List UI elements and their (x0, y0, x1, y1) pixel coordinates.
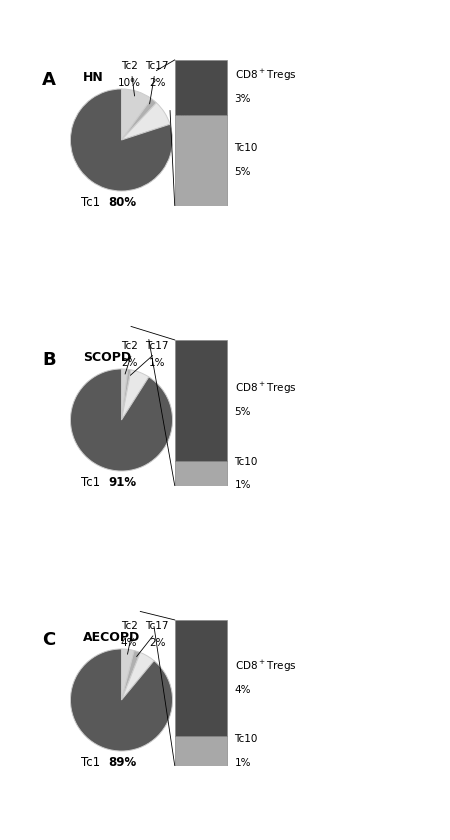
Text: 4%: 4% (234, 685, 251, 695)
Wedge shape (122, 370, 149, 420)
Bar (175, 114, 227, 206)
Text: 2%: 2% (149, 638, 166, 648)
Text: Tc10: Tc10 (234, 144, 258, 154)
Bar (175, 461, 227, 486)
Text: 3%: 3% (234, 94, 251, 104)
Text: Tc2: Tc2 (121, 61, 138, 71)
Text: 4%: 4% (121, 638, 137, 648)
Bar (175, 340, 227, 461)
Text: 2%: 2% (121, 358, 137, 368)
Text: Tc2: Tc2 (121, 621, 138, 631)
Wedge shape (71, 649, 172, 751)
Wedge shape (122, 649, 134, 700)
Bar (175, 60, 227, 114)
Text: Tc1: Tc1 (81, 197, 104, 209)
Text: 5%: 5% (234, 166, 251, 176)
Wedge shape (122, 89, 152, 140)
Text: CD8$^+$Tregs: CD8$^+$Tregs (234, 68, 296, 83)
Bar (175, 737, 227, 765)
Text: 1%: 1% (149, 358, 166, 368)
Text: 91%: 91% (109, 476, 137, 490)
Text: 2%: 2% (149, 78, 166, 87)
Text: A: A (42, 71, 56, 89)
Text: SCOPD: SCOPD (83, 351, 131, 364)
Text: Tc17: Tc17 (145, 341, 169, 351)
Wedge shape (122, 369, 128, 420)
Wedge shape (122, 650, 140, 700)
Wedge shape (122, 370, 131, 420)
Wedge shape (71, 369, 172, 471)
Text: Tc17: Tc17 (145, 61, 169, 71)
Text: 10%: 10% (117, 78, 141, 87)
Text: 5%: 5% (175, 660, 193, 670)
Text: 5%: 5% (234, 407, 251, 417)
Text: 89%: 89% (109, 756, 137, 769)
Text: 1%: 1% (234, 758, 251, 768)
Text: CD8$^+$Tregs: CD8$^+$Tregs (234, 381, 296, 396)
Text: Tc10: Tc10 (234, 734, 258, 744)
Text: AECOPD: AECOPD (83, 631, 140, 644)
Text: Tc1: Tc1 (81, 756, 104, 769)
Text: CD8$^+$Tregs: CD8$^+$Tregs (234, 659, 296, 674)
Text: Tc1: Tc1 (81, 476, 104, 490)
Text: Tc2: Tc2 (121, 341, 138, 351)
Text: 8%: 8% (175, 114, 193, 124)
Wedge shape (71, 89, 172, 191)
Text: 6%: 6% (175, 377, 193, 387)
Text: 1%: 1% (234, 480, 251, 490)
Text: HN: HN (83, 71, 104, 84)
Text: Tc10: Tc10 (234, 457, 258, 467)
Wedge shape (122, 102, 170, 140)
Text: Tc17: Tc17 (145, 621, 169, 631)
Bar (175, 620, 227, 737)
Wedge shape (122, 99, 157, 140)
Text: 80%: 80% (109, 197, 137, 209)
Wedge shape (122, 653, 154, 700)
Text: B: B (42, 351, 56, 369)
Text: C: C (42, 631, 56, 649)
